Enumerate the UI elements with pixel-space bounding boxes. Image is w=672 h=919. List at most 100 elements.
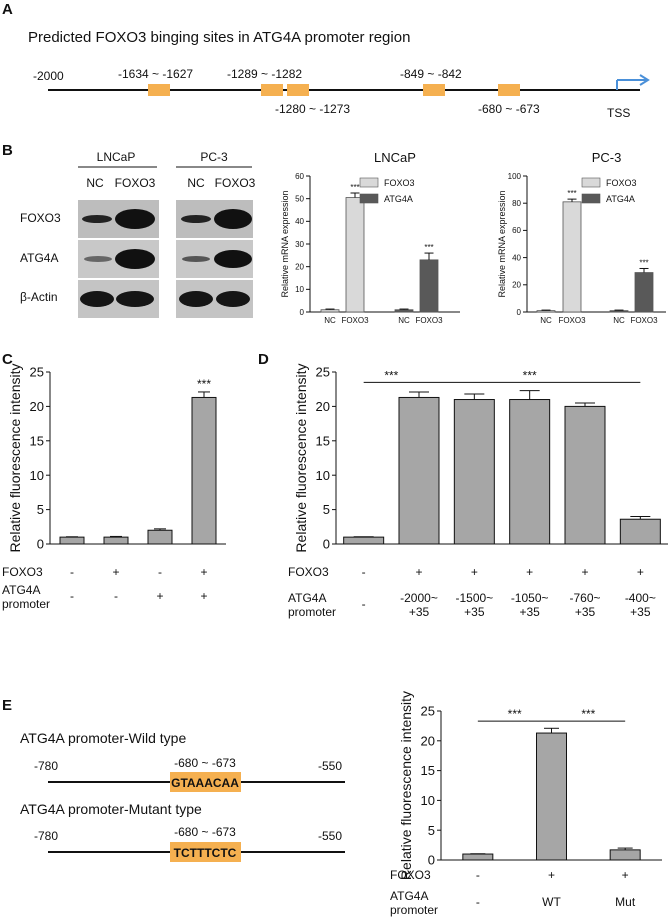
y-tick-label: 80 [512, 199, 521, 208]
blot-cell-line-lncap: LNCaP [97, 150, 136, 164]
blot-band [214, 209, 252, 229]
wild-type-title: ATG4A promoter-Wild type [20, 730, 186, 746]
promoter-wild-type-diagram: ATG4A promoter-Wild type -780 -550 -680 … [20, 730, 345, 792]
panel-letter-e: E [2, 697, 12, 714]
site-label-1280: -1280 ~ -1273 [275, 102, 350, 116]
condition-row-label: ATG4A promoter [390, 889, 438, 917]
blot-band [216, 291, 250, 307]
y-tick-label: 0 [517, 308, 522, 317]
y-tick-label: 25 [30, 365, 44, 380]
bar [619, 518, 661, 545]
y-tick-label: 0 [300, 308, 305, 317]
y-tick-label: 20 [421, 733, 435, 748]
promoter-mutant-type-diagram: ATG4A promoter-Mutant type -780 -550 -68… [20, 801, 345, 862]
y-tick-label: 20 [30, 399, 44, 414]
blot-band [181, 215, 211, 223]
legend-swatch [581, 177, 601, 188]
y-tick-label: 20 [512, 281, 521, 290]
blot-band [115, 209, 155, 229]
significance-label: *** [424, 243, 433, 252]
y-tick-label: 50 [295, 194, 304, 203]
legend-swatch [359, 193, 379, 204]
bar [509, 399, 551, 545]
panel-letter-c: C [2, 351, 13, 368]
x-tick-label: FOXO3 [630, 316, 658, 325]
x-tick-label: NC [398, 316, 410, 325]
condition-cell: - [158, 565, 162, 579]
y-axis-label: Relative mRNA expression [497, 190, 507, 297]
binding-site-1289 [261, 84, 283, 96]
significance-label: *** [581, 707, 595, 721]
y-axis-label: Relative fluorescence intensity [398, 691, 414, 880]
blot-band [182, 256, 210, 262]
condition-cell: + [156, 589, 163, 603]
wild-type-site-box [170, 772, 241, 792]
panel-b: B LNCaP PC-3 NC FOXO3 NC FOXO3 FOXO3 ATG… [2, 142, 256, 318]
y-axis-label: Relative fluorescence intensity [7, 363, 23, 552]
wild-type-right-label: -550 [318, 759, 342, 773]
binding-site-1634 [148, 84, 170, 96]
mutant-type-right-label: -550 [318, 829, 342, 843]
y-axis-label: Relative mRNA expression [280, 190, 290, 297]
condition-cell: -2000~ +35 [400, 591, 438, 619]
condition-cell: -760~ +35 [569, 591, 600, 619]
condition-cell: - [362, 597, 366, 611]
condition-cell: + [622, 868, 629, 882]
blot-cell-line-pc3: PC-3 [200, 150, 228, 164]
blot-band [115, 249, 155, 269]
condition-row-label: FOXO3 [288, 565, 329, 579]
condition-cell: + [637, 565, 644, 579]
x-tick-label: FOXO3 [558, 316, 586, 325]
significance-label: *** [508, 707, 522, 721]
bar [564, 405, 606, 545]
significance-label: *** [384, 368, 398, 382]
bar [398, 396, 440, 545]
bar [609, 849, 641, 861]
legend-label: FOXO3 [606, 178, 637, 188]
bar [453, 399, 495, 545]
blot-band [82, 215, 112, 223]
y-tick-label: 25 [421, 704, 435, 719]
legend-label: FOXO3 [384, 178, 415, 188]
blot-row-label-actin: β-Actin [20, 290, 58, 304]
tss-label: TSS [607, 106, 630, 120]
y-tick-label: 0 [428, 853, 435, 868]
panel-a: A Predicted FOXO3 binging sites in ATG4A… [2, 1, 650, 120]
y-tick-label: 25 [316, 365, 330, 380]
lane-label-nc: NC [86, 176, 104, 190]
chart-e: 0 5 10 15 20 25 Relative fluorescence intensit… [390, 691, 662, 917]
y-tick-label: 30 [295, 240, 304, 249]
y-tick-label: 5 [37, 502, 44, 517]
bar [394, 309, 414, 313]
bar [536, 732, 567, 861]
y-tick-label: 20 [295, 262, 304, 271]
y-tick-label: 10 [30, 468, 44, 483]
mutant-type-left-label: -780 [34, 829, 58, 843]
mutant-type-title: ATG4A promoter-Mutant type [20, 801, 202, 817]
significance-label: *** [350, 183, 359, 192]
condition-cell: WT [542, 895, 561, 909]
bar [345, 197, 365, 313]
condition-cell: + [200, 565, 207, 579]
significance-label: *** [567, 189, 576, 198]
y-tick-label: 10 [316, 468, 330, 483]
mutant-type-site-label: -680 ~ -673 [174, 825, 236, 839]
y-tick-label: 40 [512, 253, 521, 262]
binding-site-680 [498, 84, 520, 96]
condition-row-label: FOXO3 [390, 868, 431, 882]
binding-site-849 [423, 84, 445, 96]
condition-cell: + [548, 868, 555, 882]
bar [147, 529, 173, 545]
site-label-849: -849 ~ -842 [400, 67, 462, 81]
condition-cell: + [471, 565, 478, 579]
significance-label: *** [197, 377, 211, 391]
legend-label: ATG4A [384, 194, 413, 204]
blot-row-label-foxo3: FOXO3 [20, 211, 61, 225]
tss-arrow-icon [616, 74, 650, 90]
lane-label-foxo3: FOXO3 [115, 176, 156, 190]
condition-cell: -400~ +35 [625, 591, 656, 619]
y-tick-label: 15 [30, 433, 44, 448]
legend-swatch [359, 177, 379, 188]
wild-type-sequence: GTAAACAA [171, 776, 239, 790]
